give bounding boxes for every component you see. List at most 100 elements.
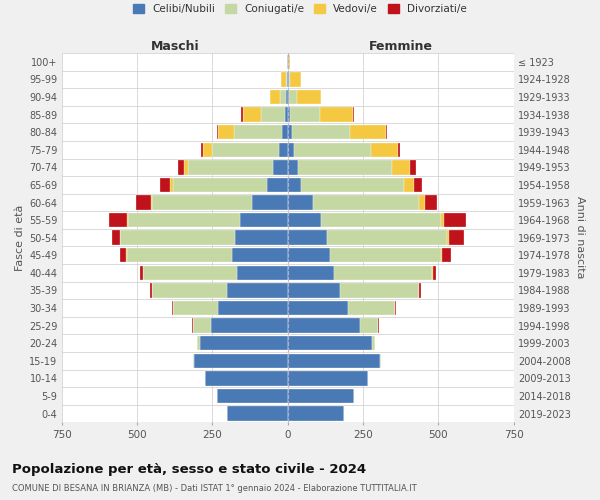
Bar <box>289 72 290 86</box>
Bar <box>290 72 301 86</box>
Bar <box>334 266 433 280</box>
Bar <box>285 108 288 122</box>
Bar <box>212 142 279 157</box>
Bar <box>404 178 415 192</box>
Bar <box>288 336 372 350</box>
Bar <box>327 230 448 245</box>
Bar <box>415 178 422 192</box>
Bar <box>173 301 218 315</box>
Bar <box>160 178 170 192</box>
Bar <box>448 230 449 245</box>
Bar <box>266 178 288 192</box>
Bar <box>269 90 280 104</box>
Bar <box>313 196 419 209</box>
Bar <box>217 389 288 403</box>
Bar <box>321 213 442 228</box>
Bar <box>398 142 400 157</box>
Bar <box>143 266 236 280</box>
Bar <box>340 283 419 298</box>
Bar <box>203 142 212 157</box>
Bar <box>152 196 251 209</box>
Bar <box>227 406 288 421</box>
Bar <box>297 90 321 104</box>
Y-axis label: Fasce di età: Fasce di età <box>15 204 25 271</box>
Bar <box>371 142 398 157</box>
Bar <box>320 108 353 122</box>
Bar <box>192 318 193 333</box>
Bar <box>288 301 348 315</box>
Bar <box>348 301 395 315</box>
Bar <box>288 354 380 368</box>
Bar <box>289 90 297 104</box>
Bar <box>232 248 288 262</box>
Bar <box>288 283 340 298</box>
Bar <box>128 213 239 228</box>
Bar <box>378 318 379 333</box>
Bar <box>251 196 288 209</box>
Bar <box>288 72 289 86</box>
Bar <box>140 266 143 280</box>
Bar <box>288 213 321 228</box>
Bar <box>288 248 330 262</box>
Bar <box>272 160 288 174</box>
Bar <box>218 301 288 315</box>
Bar <box>392 160 410 174</box>
Bar <box>152 283 227 298</box>
Bar <box>353 108 355 122</box>
Bar <box>282 125 288 140</box>
Bar <box>287 72 288 86</box>
Bar <box>288 54 289 69</box>
Bar <box>288 108 290 122</box>
Bar <box>127 213 128 228</box>
Bar <box>288 90 289 104</box>
Bar <box>330 248 442 262</box>
Text: Popolazione per età, sesso e stato civile - 2024: Popolazione per età, sesso e stato civil… <box>12 462 366 475</box>
Bar <box>127 248 232 262</box>
Bar <box>194 354 288 368</box>
Bar <box>289 54 290 69</box>
Bar <box>200 336 288 350</box>
Bar <box>121 230 235 245</box>
Bar <box>286 72 287 86</box>
Bar <box>280 90 286 104</box>
Bar <box>445 213 466 228</box>
Bar <box>288 389 354 403</box>
Bar <box>184 160 188 174</box>
Bar <box>386 125 387 140</box>
Bar <box>172 301 173 315</box>
Bar <box>193 354 194 368</box>
Bar <box>241 108 242 122</box>
Bar <box>112 230 120 245</box>
Bar <box>193 318 211 333</box>
Bar <box>290 108 320 122</box>
Bar <box>197 336 200 350</box>
Bar <box>372 336 375 350</box>
Bar <box>294 142 371 157</box>
Bar <box>173 178 266 192</box>
Bar <box>442 248 451 262</box>
Bar <box>279 142 288 157</box>
Bar <box>188 160 272 174</box>
Text: Femmine: Femmine <box>369 40 433 53</box>
Bar <box>288 266 334 280</box>
Bar <box>419 196 425 209</box>
Bar <box>288 230 327 245</box>
Bar <box>419 283 421 298</box>
Bar <box>288 406 344 421</box>
Bar <box>150 283 152 298</box>
Y-axis label: Anni di nascita: Anni di nascita <box>575 196 585 279</box>
Text: COMUNE DI BESANA IN BRIANZA (MB) - Dati ISTAT 1° gennaio 2024 - Elaborazione TUT: COMUNE DI BESANA IN BRIANZA (MB) - Dati … <box>12 484 417 493</box>
Bar <box>201 142 203 157</box>
Bar <box>425 196 437 209</box>
Bar <box>433 266 436 280</box>
Bar <box>239 213 288 228</box>
Bar <box>260 108 285 122</box>
Bar <box>410 160 416 174</box>
Bar <box>287 54 288 69</box>
Bar <box>211 318 288 333</box>
Bar <box>109 213 127 228</box>
Bar <box>178 160 184 174</box>
Bar <box>288 318 360 333</box>
Bar <box>218 125 233 140</box>
Bar <box>292 125 350 140</box>
